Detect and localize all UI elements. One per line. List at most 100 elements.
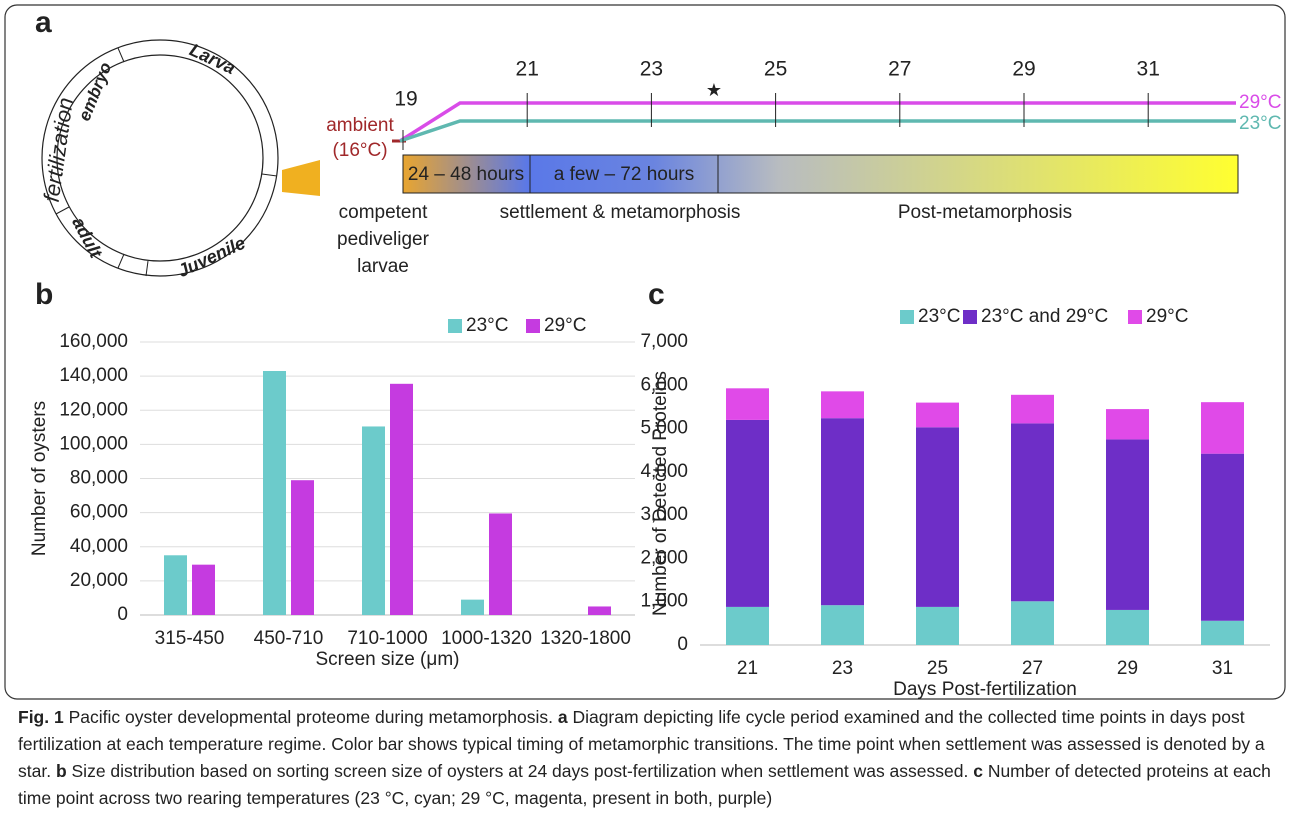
caption: Fig. 1 Pacific oyster developmental prot… (18, 704, 1273, 812)
figure: a fertilization embryo Larva adult Juven… (4, 4, 1286, 700)
temperature-line (399, 101, 1236, 143)
temperature-line (399, 119, 1236, 143)
bar (390, 383, 413, 615)
ring-label: Larva (187, 40, 239, 78)
caption-text: Diagram depicting life cycle period exam… (18, 707, 1265, 781)
day-label: 21 (516, 58, 539, 81)
y-tick-label: 100,000 (59, 433, 128, 454)
y-tick-label: 0 (677, 634, 688, 655)
bar-segment (821, 605, 864, 645)
legend-label: 29°C (1146, 306, 1188, 327)
panel-label: b (35, 278, 53, 311)
caption-text: Size distribution based on sorting scree… (66, 761, 974, 781)
bar (489, 513, 512, 615)
bar-segment (726, 419, 769, 607)
bar-segment (1011, 601, 1054, 645)
bar (291, 480, 314, 615)
day-label: 23 (640, 58, 663, 81)
bar-segment (1106, 609, 1149, 645)
stage-label: pediveliger (337, 229, 430, 250)
day-label: 25 (764, 58, 787, 81)
settlement-star: ★ (706, 80, 722, 100)
y-tick-label: 140,000 (59, 365, 128, 386)
stage-label: larvae (357, 256, 409, 277)
legend-swatch (448, 319, 462, 333)
bar-segment (1106, 439, 1149, 610)
bar-segment (1201, 453, 1244, 621)
stage-label: competent (339, 202, 428, 223)
panel-label: c (648, 278, 665, 311)
day-label: 31 (1137, 58, 1160, 81)
bar (263, 371, 286, 615)
x-tick-label: 315-450 (155, 628, 225, 649)
bar-segment (726, 388, 769, 420)
x-tick-label: 21 (737, 658, 758, 679)
y-tick-label: 120,000 (59, 399, 128, 420)
x-tick-label: 710-1000 (347, 628, 427, 649)
legend-label: 23°C (918, 306, 960, 327)
x-tick-label: 1000-1320 (441, 628, 532, 649)
y-tick-label: 2,000 (640, 547, 688, 568)
bar-segment (916, 606, 959, 645)
temperature-label: 29°C (1239, 92, 1281, 113)
caption-text: Pacific oyster developmental proteome du… (63, 707, 558, 727)
y-tick-label: 7,000 (640, 331, 688, 352)
bar (461, 599, 484, 615)
x-tick-label: 29 (1117, 658, 1138, 679)
ambient-label: ambient (326, 115, 394, 136)
y-tick-label: 20,000 (70, 570, 128, 591)
bar-segment (1201, 402, 1244, 454)
y-tick-label: 160,000 (59, 331, 128, 352)
day-label: 19 (394, 88, 417, 111)
ring-label: fertilization (39, 96, 78, 204)
x-tick-label: 25 (927, 658, 948, 679)
legend-label: 29°C (544, 315, 586, 336)
y-tick-label: 80,000 (70, 468, 128, 489)
bar (588, 606, 611, 615)
stage-box (529, 154, 719, 194)
figure-frame (4, 4, 1286, 700)
bar-segment (916, 402, 959, 428)
x-tick-label: 31 (1212, 658, 1233, 679)
bar-segment (1106, 409, 1149, 440)
caption-text: a (557, 707, 568, 727)
x-axis-label: Screen size (μm) (316, 649, 460, 670)
life-cycle-ring (41, 39, 320, 277)
panel-label: a (35, 6, 52, 39)
bar (164, 555, 187, 615)
y-tick-label: 40,000 (70, 536, 128, 557)
bar (362, 426, 385, 615)
caption-text: Fig. 1 (18, 707, 64, 727)
caption-text: c (973, 761, 983, 781)
x-tick-label: 27 (1022, 658, 1043, 679)
legend-swatch (1128, 310, 1142, 324)
y-tick-label: 4,000 (640, 461, 688, 482)
bar-segment (1201, 620, 1244, 645)
x-tick-label: 1320-1800 (540, 628, 631, 649)
legend-swatch (526, 319, 540, 333)
bar-segment (1011, 394, 1054, 424)
y-tick-label: 0 (117, 604, 128, 625)
bar-segment (821, 391, 864, 419)
ambient-label: (16°C) (332, 140, 387, 161)
y-tick-label: 1,000 (640, 591, 688, 612)
y-axis-label: Number of Detected Proteins (650, 371, 671, 616)
y-tick-label: 6,000 (640, 374, 688, 395)
legend-swatch (900, 310, 914, 324)
ring-label: Juvenile (175, 233, 249, 282)
bar-segment (1011, 423, 1054, 602)
bar (192, 564, 215, 615)
stage-box-label: a few – 72 hours (554, 164, 694, 185)
legend-swatch (963, 310, 977, 324)
day-label: 27 (888, 58, 911, 81)
x-axis-label: Days Post-fertilization (893, 679, 1077, 700)
stage-label: settlement & metamorphosis (500, 202, 741, 223)
stage-label: Post-metamorphosis (898, 202, 1072, 223)
temperature-label: 23°C (1239, 113, 1281, 134)
day-label: 29 (1012, 58, 1035, 81)
y-tick-label: 60,000 (70, 502, 128, 523)
bar-segment (916, 427, 959, 607)
stage-color-bar (402, 154, 1239, 194)
legend-label: 23°C and 29°C (981, 306, 1108, 327)
